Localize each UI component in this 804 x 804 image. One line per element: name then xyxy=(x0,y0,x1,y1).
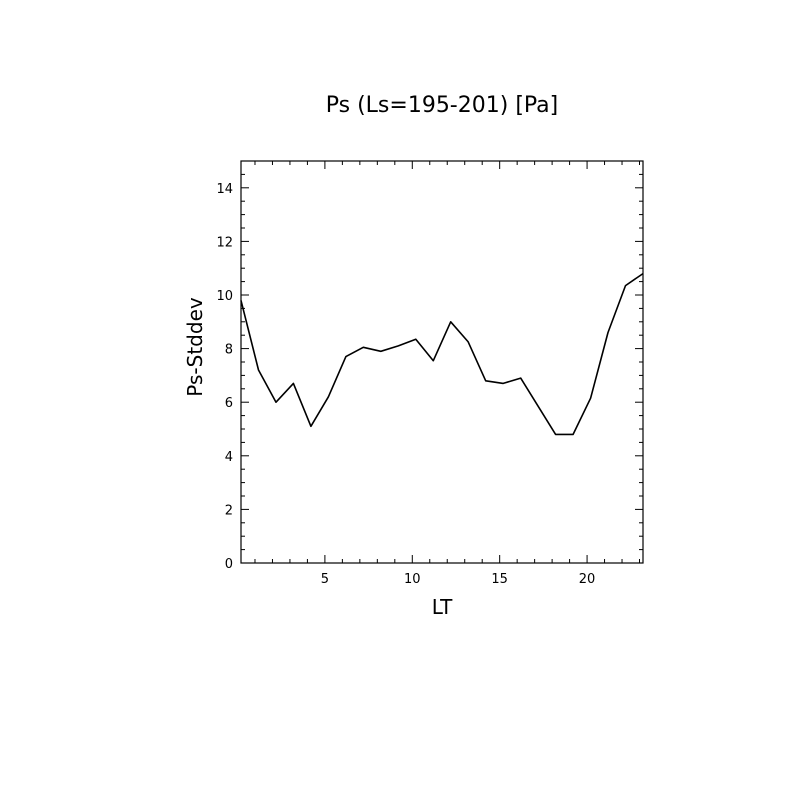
series xyxy=(240,272,644,436)
y-tick-label: 8 xyxy=(225,343,233,358)
x-tick-label: 15 xyxy=(491,572,508,587)
x-axis-label: LT xyxy=(432,595,453,619)
x-tick-label: 5 xyxy=(321,572,329,587)
x-tick-label: 10 xyxy=(404,572,421,587)
y-tick-label: 4 xyxy=(225,450,233,465)
y-tick-label: 2 xyxy=(225,503,233,518)
y-tick-label: 6 xyxy=(225,396,233,411)
y-tick-label: 0 xyxy=(225,557,233,572)
x-tick-label: 20 xyxy=(579,572,596,587)
y-tick-label: 12 xyxy=(216,235,233,250)
ticks: 0 2 4 6 8 10 12 14 5 10 15 20 xyxy=(216,160,643,587)
axes xyxy=(240,160,644,564)
chart-title: Ps (Ls=195-201) [Pa] xyxy=(326,93,559,118)
y-axis-label: Ps-Stddev xyxy=(183,297,207,397)
series-line-1 xyxy=(240,272,644,436)
plot-frame xyxy=(240,160,644,564)
y-tick-label: 14 xyxy=(216,182,233,197)
y-tick-label: 10 xyxy=(216,289,233,304)
